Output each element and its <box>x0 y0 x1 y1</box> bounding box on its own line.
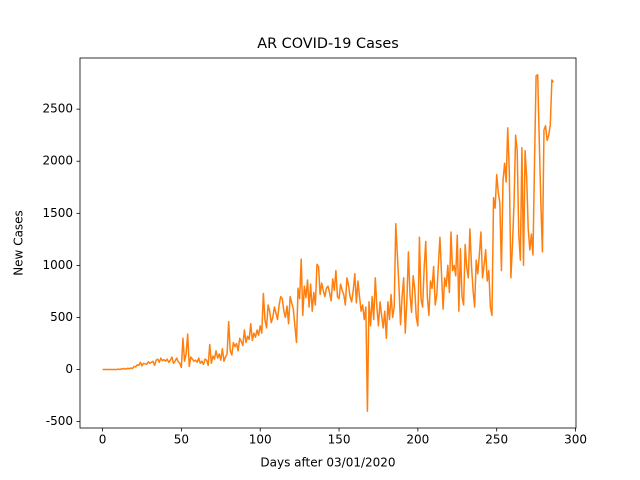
y-tick-label: 1000 <box>42 258 73 272</box>
x-tick-label: 0 <box>99 433 107 447</box>
y-tick-label: 500 <box>50 310 73 324</box>
x-tick-label: 100 <box>249 433 272 447</box>
y-tick-label: 1500 <box>42 206 73 220</box>
y-axis-label: New Cases <box>12 210 26 276</box>
y-tick-label: -500 <box>46 414 73 428</box>
y-tick-label: 2500 <box>42 102 73 116</box>
x-axis-label: Days after 03/01/2020 <box>260 456 395 470</box>
x-tick-label: 50 <box>174 433 189 447</box>
y-tick-label: 2000 <box>42 154 73 168</box>
plot-frame <box>79 57 577 429</box>
x-tick-label: 300 <box>564 433 587 447</box>
chart-title: AR COVID-19 Cases <box>257 36 399 52</box>
x-tick-label: 150 <box>328 433 351 447</box>
y-tick-label: 0 <box>65 362 73 376</box>
data-line <box>102 74 555 412</box>
x-tick-label: 200 <box>406 433 429 447</box>
x-tick-label: 250 <box>485 433 508 447</box>
